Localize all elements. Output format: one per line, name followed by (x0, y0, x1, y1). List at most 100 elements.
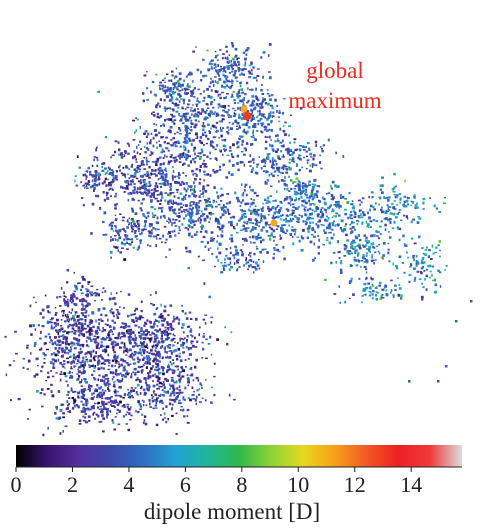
scatter-point (52, 375, 55, 378)
scatter-point (236, 251, 240, 255)
scatter-point (163, 333, 166, 336)
scatter-point (128, 224, 130, 226)
scatter-point (77, 359, 80, 362)
scatter-point (114, 219, 117, 221)
scatter-point (170, 79, 173, 82)
scatter-point (230, 223, 232, 226)
scatter-point (218, 242, 222, 245)
scatter-point (127, 182, 130, 186)
scatter-point (68, 349, 70, 352)
scatter-point (288, 195, 292, 198)
scatter-point (108, 389, 111, 392)
scatter-point (92, 392, 95, 395)
scatter-point (297, 192, 300, 195)
scatter-point (81, 378, 83, 382)
scatter-point (208, 201, 211, 203)
scatter-point (210, 237, 213, 239)
scatter-point (82, 334, 85, 337)
scatter-point (104, 338, 107, 341)
scatter-point (233, 61, 236, 64)
scatter-point (249, 185, 251, 189)
scatter-point (218, 74, 221, 77)
scatter-point (229, 261, 232, 265)
scatter-point (166, 379, 169, 382)
scatter-point (241, 215, 244, 219)
scatter-point (100, 379, 103, 382)
scatter-point (444, 196, 446, 199)
scatter-point (193, 188, 196, 191)
scatter-point (343, 228, 347, 231)
scatter-point (289, 179, 293, 182)
scatter-point (150, 132, 153, 135)
scatter-point (188, 232, 191, 236)
scatter-point (155, 104, 159, 106)
scatter-point (311, 164, 314, 168)
scatter-point (391, 202, 394, 206)
scatter-point (139, 181, 142, 185)
scatter-point (260, 219, 263, 222)
scatter-point (89, 185, 92, 189)
scatter-point (131, 238, 133, 240)
scatter-point (152, 380, 154, 383)
scatter-point (49, 361, 53, 365)
scatter-point (93, 335, 96, 338)
scatter-point (113, 195, 117, 198)
scatter-point (85, 175, 88, 178)
scatter-point (218, 120, 222, 123)
scatter-point (278, 111, 281, 114)
scatter-point (51, 394, 55, 398)
scatter-point (245, 259, 247, 262)
scatter-point (228, 86, 230, 88)
scatter-point (357, 252, 360, 256)
scatter-point (404, 179, 406, 183)
scatter-point (257, 115, 259, 117)
scatter-point (286, 219, 289, 223)
scatter-point (50, 383, 53, 386)
scatter-point (212, 213, 215, 215)
scatter-point (193, 391, 195, 393)
scatter-point (164, 347, 166, 351)
scatter-point (251, 102, 254, 105)
scatter-point (314, 140, 318, 144)
scatter-point (128, 183, 131, 186)
scatter-point (82, 403, 85, 406)
scatter-point (194, 185, 196, 188)
scatter-point (234, 245, 237, 248)
scatter-point (368, 250, 370, 252)
scatter-point (101, 410, 104, 414)
scatter-point (214, 80, 217, 83)
scatter-point (122, 358, 124, 361)
scatter-point (171, 414, 174, 417)
scatter-point (204, 314, 208, 316)
scatter-point (159, 185, 162, 189)
scatter-point (76, 320, 79, 323)
scatter-point (343, 254, 347, 257)
scatter-point (113, 356, 116, 359)
scatter-point (143, 356, 146, 359)
scatter-point (200, 226, 203, 228)
scatter-point (144, 187, 147, 191)
scatter-point (134, 231, 137, 235)
scatter-point (308, 196, 311, 199)
scatter-point (226, 60, 229, 64)
scatter-point (257, 98, 260, 102)
scatter-point (67, 384, 69, 387)
scatter-point (250, 198, 252, 201)
scatter-point (164, 326, 167, 329)
scatter-point (94, 187, 96, 191)
scatter-point (102, 430, 105, 433)
scatter-point (75, 362, 79, 365)
scatter-point (246, 118, 250, 122)
scatter-point (244, 186, 246, 188)
scatter-point (132, 220, 135, 223)
scatter-point (142, 178, 145, 182)
scatter-point (184, 359, 187, 361)
scatter-point (209, 60, 213, 63)
scatter-point (73, 365, 75, 368)
scatter-point (311, 198, 314, 201)
scatter-point (179, 119, 182, 122)
scatter-point (161, 210, 163, 213)
scatter-point (99, 391, 102, 394)
scatter-point (265, 202, 269, 204)
scatter-point (176, 202, 180, 206)
